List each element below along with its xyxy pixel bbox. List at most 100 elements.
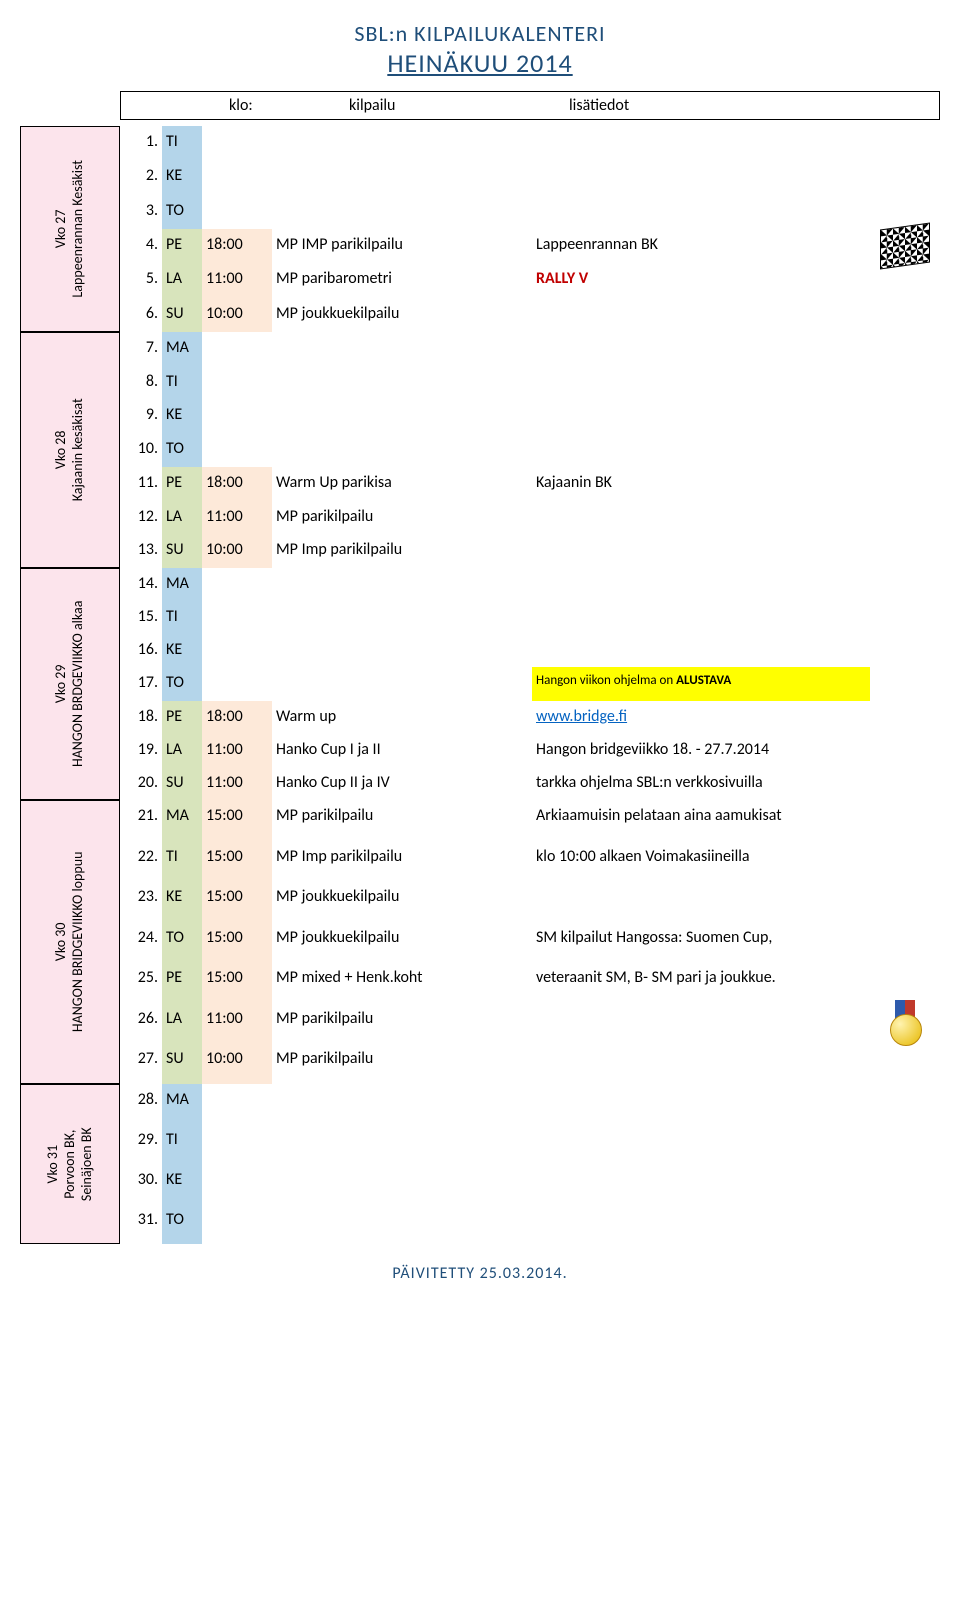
row-extra	[532, 195, 870, 229]
row-day: TI	[162, 1124, 202, 1164]
row-event: MP joukkuekilpailu	[272, 298, 532, 332]
row-day: MA	[162, 800, 202, 841]
row-number: 3.	[120, 195, 162, 229]
calendar-row: 5.LA11:00MP paribarometriRALLY V	[120, 263, 940, 297]
row-event: MP joukkuekilpailu	[272, 922, 532, 963]
calendar-row: 10.TO	[120, 433, 940, 467]
week-block: 28.MA29.TI30.KE31.TO	[120, 1084, 940, 1244]
row-event	[272, 126, 532, 160]
row-extra[interactable]: www.bridge.fi	[532, 701, 870, 734]
checkered-flag-icon	[880, 223, 930, 270]
title-line2: HEINÄKUU 2014	[20, 47, 940, 79]
row-extra	[532, 399, 870, 433]
row-extra	[532, 160, 870, 194]
row-icon-slot	[870, 433, 940, 467]
row-event: MP parikilpailu	[272, 800, 532, 841]
row-number: 23.	[120, 881, 162, 922]
row-extra	[532, 1084, 870, 1124]
calendar-row: 16.KE	[120, 634, 940, 667]
row-event: MP paribarometri	[272, 263, 532, 297]
row-number: 17.	[120, 667, 162, 700]
row-number: 10.	[120, 433, 162, 467]
week-block: 21.MA15:00 MP parikilpailuArkiaamuisin p…	[120, 800, 940, 1084]
calendar-row: 28.MA	[120, 1084, 940, 1124]
row-time	[202, 1124, 272, 1164]
row-extra	[532, 1043, 870, 1084]
row-day: KE	[162, 881, 202, 922]
row-extra: SM kilpailut Hangossa: Suomen Cup,	[532, 922, 870, 963]
row-extra	[532, 1204, 870, 1244]
row-event	[272, 195, 532, 229]
row-time: 15:00	[202, 881, 272, 922]
row-extra	[532, 534, 870, 568]
row-event: Hanko Cup I ja II	[272, 734, 532, 767]
row-event	[272, 1084, 532, 1124]
row-number: 14.	[120, 568, 162, 601]
row-extra	[532, 1164, 870, 1204]
calendar-row: 12.LA11:00MP parikilpailu	[120, 501, 940, 535]
row-extra	[532, 881, 870, 922]
row-day: KE	[162, 1164, 202, 1204]
row-icon-slot	[870, 881, 940, 922]
row-time: 10:00	[202, 1043, 272, 1084]
row-day: PE	[162, 467, 202, 501]
row-number: 11.	[120, 467, 162, 501]
row-event	[272, 634, 532, 667]
row-extra	[532, 433, 870, 467]
row-time	[202, 667, 272, 700]
row-time	[202, 601, 272, 634]
row-icon-slot	[870, 501, 940, 535]
calendar-row: 23.KE15:00MP joukkuekilpailu	[120, 881, 940, 922]
calendar-row: 25.PE15:00MP mixed + Henk.kohtveteraanit…	[120, 962, 940, 1003]
row-icon-slot	[870, 767, 940, 800]
row-extra	[532, 501, 870, 535]
row-icon-slot	[870, 1164, 940, 1204]
row-extra	[532, 568, 870, 601]
row-day: MA	[162, 1084, 202, 1124]
row-time: 15:00	[202, 800, 272, 841]
row-time: 18:00	[202, 701, 272, 734]
row-number: 21.	[120, 800, 162, 841]
row-day: KE	[162, 634, 202, 667]
row-extra	[532, 1003, 870, 1044]
row-event	[272, 366, 532, 400]
row-extra	[532, 1124, 870, 1164]
row-number: 16.	[120, 634, 162, 667]
row-day: LA	[162, 263, 202, 297]
row-time: 11:00	[202, 263, 272, 297]
calendar-row: 17.TOHangon viikon ohjelma on ALUSTAVA	[120, 667, 940, 700]
row-extra: Hangon viikon ohjelma on ALUSTAVA	[532, 667, 870, 700]
row-extra: Arkiaamuisin pelataan aina aamukisat	[532, 800, 870, 841]
row-icon-slot	[870, 800, 940, 841]
row-number: 30.	[120, 1164, 162, 1204]
week-sidebar: Vko 29HANGON BRDGEVIIKKO alkaa	[20, 568, 120, 800]
calendar-content: 1.TI2.KE3.TO4.PE18:00MP IMP parikilpailu…	[120, 126, 940, 1244]
row-day: LA	[162, 734, 202, 767]
calendar-row: 19.LA11:00Hanko Cup I ja IIHangon bridge…	[120, 734, 940, 767]
calendar-main: Vko 27Lappeenrannan KesäkistVko 28Kajaan…	[20, 126, 940, 1244]
row-extra	[532, 332, 870, 366]
column-header-row: klo: kilpailu lisätiedot	[120, 91, 940, 120]
row-day: KE	[162, 160, 202, 194]
row-number: 4.	[120, 229, 162, 263]
row-event	[272, 601, 532, 634]
footer: PÄIVITETTY 25.03.2014.	[20, 1264, 940, 1283]
row-number: 29.	[120, 1124, 162, 1164]
row-number: 20.	[120, 767, 162, 800]
row-number: 13.	[120, 534, 162, 568]
row-time: 15:00	[202, 962, 272, 1003]
week-sidebar-label: Vko 29HANGON BRDGEVIIKKO alkaa	[53, 584, 87, 784]
row-event: Hanko Cup II ja IV	[272, 767, 532, 800]
row-extra: tarkka ohjelma SBL:n verkkosivuilla	[532, 767, 870, 800]
row-time: 11:00	[202, 501, 272, 535]
row-extra: klo 10:00 alkaen Voimakasiineilla	[532, 841, 870, 882]
row-number: 5.	[120, 263, 162, 297]
row-time	[202, 399, 272, 433]
row-event	[272, 1204, 532, 1244]
row-time: 10:00	[202, 534, 272, 568]
row-day: KE	[162, 399, 202, 433]
week-block: 7.MA8.TI9.KE10.TO11.PE18:00Warm Up parik…	[120, 332, 940, 568]
footer-label: PÄIVITETTY	[392, 1264, 475, 1283]
row-icon-slot	[870, 701, 940, 734]
row-number: 9.	[120, 399, 162, 433]
